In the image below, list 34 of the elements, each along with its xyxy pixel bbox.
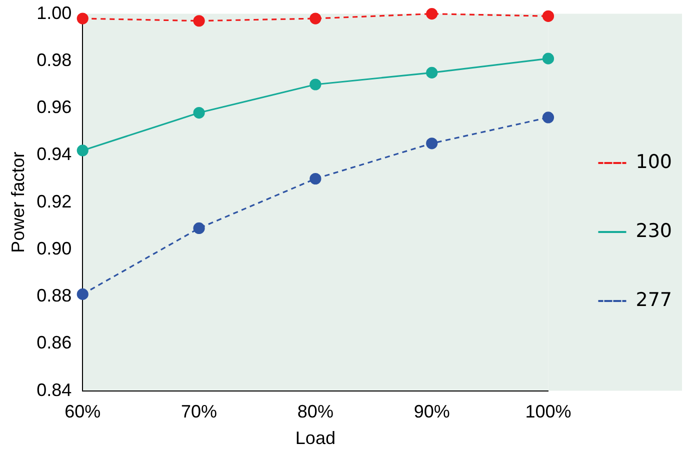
x-tick-label: 100%: [525, 402, 572, 422]
y-tick-label: 0.96: [36, 97, 72, 118]
y-axis-title: Power factor: [8, 152, 28, 253]
legend-label: 230: [636, 220, 672, 242]
y-tick-label: 0.90: [36, 238, 72, 258]
x-tick-label: 80%: [297, 402, 334, 422]
point: [193, 15, 205, 27]
point: [542, 112, 554, 124]
point: [426, 66, 438, 79]
point: [426, 8, 438, 20]
x-axis-title: Load: [295, 428, 336, 448]
point: [193, 106, 205, 119]
y-tick-label: 0.94: [36, 144, 72, 164]
legend-label: 100: [636, 150, 672, 173]
y-tick-label: 0.92: [36, 191, 72, 212]
y-tick-label: 0.86: [36, 332, 72, 353]
y-tick-label: 0.84: [36, 380, 72, 400]
point: [76, 288, 88, 300]
x-tick-label: 90%: [414, 402, 450, 422]
point: [310, 12, 322, 24]
y-tick-label: 0.98: [36, 50, 72, 70]
point: [193, 222, 205, 234]
point: [310, 78, 322, 90]
point: [76, 12, 88, 24]
point: [310, 172, 322, 185]
x-tick-label: 70%: [181, 402, 218, 422]
x-tick-label: 60%: [64, 402, 101, 422]
y-tick-label: 0.88: [36, 286, 72, 306]
point: [542, 52, 554, 64]
y-tick-label: 1.00: [36, 2, 72, 23]
point: [426, 138, 438, 150]
point: [542, 10, 554, 22]
point: [76, 144, 88, 156]
legend-label: 277: [636, 288, 672, 311]
